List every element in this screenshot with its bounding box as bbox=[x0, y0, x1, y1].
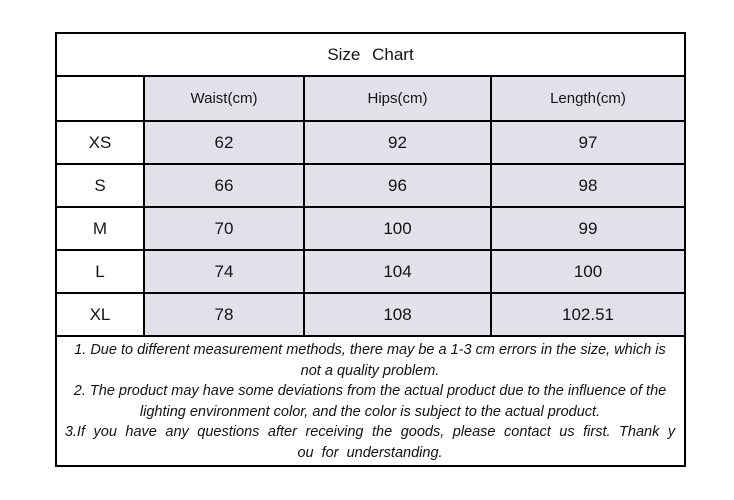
header-waist: Waist(cm) bbox=[143, 75, 305, 122]
table-row-m: M 70 100 99 bbox=[55, 206, 686, 251]
length-value: 102.51 bbox=[490, 292, 686, 337]
hips-value: 100 bbox=[303, 206, 492, 251]
title-row: Size Chart bbox=[55, 32, 686, 77]
waist-value: 78 bbox=[143, 292, 305, 337]
header-length: Length(cm) bbox=[490, 75, 686, 122]
header-hips: Hips(cm) bbox=[303, 75, 492, 122]
table-row-l: L 74 104 100 bbox=[55, 249, 686, 294]
note-line: ou for understanding. bbox=[297, 444, 443, 461]
note-line: lighting environment color, and the colo… bbox=[139, 403, 601, 420]
waist-value: 66 bbox=[143, 163, 305, 208]
hips-value: 92 bbox=[303, 120, 492, 165]
hips-value: 104 bbox=[303, 249, 492, 294]
size-label: M bbox=[55, 206, 145, 251]
length-value: 97 bbox=[490, 120, 686, 165]
size-label: XS bbox=[55, 120, 145, 165]
size-chart-table: Size Chart Waist(cm) Hips(cm) Length(cm)… bbox=[55, 32, 686, 467]
size-label: L bbox=[55, 249, 145, 294]
table-row-s: S 66 96 98 bbox=[55, 163, 686, 208]
length-value: 98 bbox=[490, 163, 686, 208]
size-chart: Size Chart Waist(cm) Hips(cm) Length(cm)… bbox=[55, 32, 686, 467]
waist-value: 62 bbox=[143, 120, 305, 165]
notes-row: 1. Due to different measurement methods,… bbox=[55, 335, 686, 467]
header-row: Waist(cm) Hips(cm) Length(cm) bbox=[55, 75, 686, 122]
waist-value: 74 bbox=[143, 249, 305, 294]
hips-value: 108 bbox=[303, 292, 492, 337]
length-value: 99 bbox=[490, 206, 686, 251]
size-label: S bbox=[55, 163, 145, 208]
length-value: 100 bbox=[490, 249, 686, 294]
table-row-xs: XS 62 92 97 bbox=[55, 120, 686, 165]
note-line: not a quality problem. bbox=[300, 362, 440, 379]
waist-value: 70 bbox=[143, 206, 305, 251]
size-chart-title: Size Chart bbox=[55, 32, 686, 77]
note-line: 1. Due to different measurement methods,… bbox=[74, 342, 666, 358]
size-label: XL bbox=[55, 292, 145, 337]
table-row-xl: XL 78 108 102.51 bbox=[55, 292, 686, 337]
note-line: 3.If you have any questions after receiv… bbox=[64, 424, 676, 440]
note-line: 2. The product may have some deviations … bbox=[73, 383, 667, 399]
notes-cell: 1. Due to different measurement methods,… bbox=[55, 335, 686, 467]
hips-value: 96 bbox=[303, 163, 492, 208]
header-empty-cell bbox=[55, 75, 145, 122]
